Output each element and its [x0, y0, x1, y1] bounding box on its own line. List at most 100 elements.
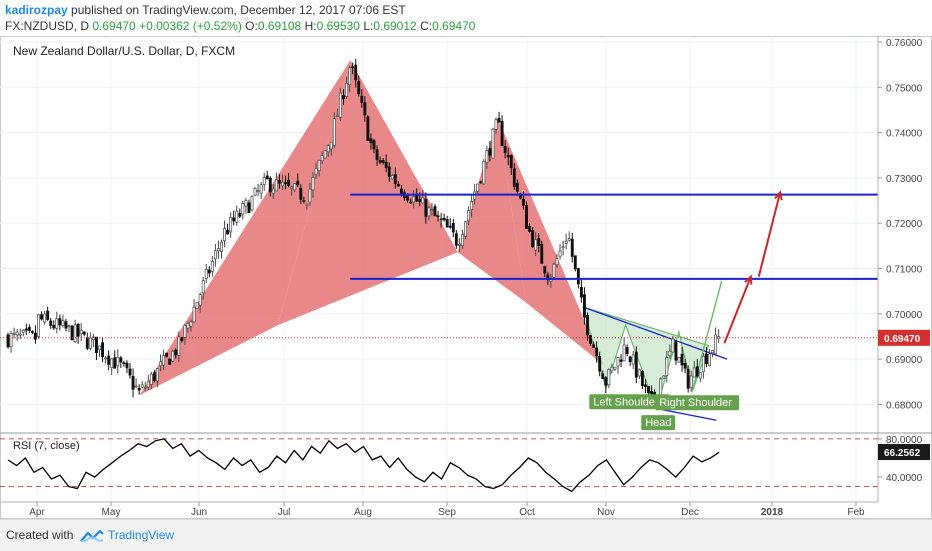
candle-body [360, 95, 364, 103]
bat-triangle-bcd [457, 118, 526, 303]
candle-body [30, 331, 34, 333]
tradingview-brand[interactable]: TradingView [108, 528, 175, 542]
price-tick-label: 0.75000 [886, 83, 923, 94]
rsi-title: RSI (7, close) [13, 440, 80, 452]
rsi-pane [7, 438, 720, 493]
time-axis[interactable]: Apr May Jun Jul Aug Sep Oct Nov Dec 2018 Feb [29, 502, 865, 518]
candle-body [101, 342, 104, 358]
candle-body [372, 140, 376, 150]
candle-body [512, 168, 516, 187]
price-chart[interactable]: Left Shoulder Head Right Shoulder New Zeal… [0, 36, 932, 519]
candle-body [241, 203, 245, 215]
bat-triangle-ab [278, 60, 458, 326]
candle-body [708, 353, 711, 366]
candle-body [55, 318, 59, 329]
open-label: O: [245, 19, 258, 33]
candle-body [622, 344, 626, 362]
candle-body [88, 337, 92, 349]
candle-body [250, 196, 254, 211]
candle-body [18, 333, 22, 336]
time-tick-label: Nov [597, 507, 615, 518]
candle-body [445, 219, 449, 228]
candle-body [515, 182, 519, 192]
last-price-marker[interactable] [878, 329, 930, 346]
candle-body [595, 347, 599, 357]
candle-body [406, 194, 410, 201]
candle-body [610, 366, 614, 372]
candle-body [647, 386, 650, 393]
candle-body [701, 355, 705, 373]
candle-body [616, 356, 620, 367]
time-tick-label: May [102, 507, 121, 518]
candle-body [113, 357, 117, 369]
high-label: H: [304, 19, 317, 33]
candle-body [448, 225, 452, 228]
candle-body [104, 357, 108, 360]
time-tick-label: Jul [278, 507, 291, 518]
candle-body [390, 175, 394, 180]
candle-body [439, 218, 443, 221]
candle-body [598, 355, 602, 372]
low-label: L: [363, 19, 374, 33]
open-value: 0.69108 [257, 19, 302, 33]
candle-body [43, 313, 47, 323]
candle-body [488, 148, 492, 156]
candle-body [479, 181, 483, 184]
username[interactable]: kadirozpay [5, 3, 68, 17]
candle-body [345, 82, 349, 97]
rsi-axis[interactable]: 80.0000 40.0000 66.2562 [878, 435, 930, 484]
ohlc-line: FX:NZDUSD, D 0.69470 +0.00362 (+0.52%) O… [5, 19, 475, 33]
candle-body [213, 250, 217, 260]
candle-body [198, 294, 202, 306]
rsi-line [7, 438, 720, 493]
candle-body [223, 228, 226, 242]
candle-body [464, 221, 467, 237]
candle-body [564, 240, 568, 244]
candle-body [180, 337, 184, 341]
candle-body [140, 384, 144, 388]
candle-body [677, 356, 681, 363]
candle-body [12, 332, 16, 335]
candle-body [61, 320, 65, 326]
candle-body [305, 203, 309, 206]
candle-body [384, 161, 388, 169]
candle-body [558, 250, 562, 257]
time-tick-label: Jun [191, 507, 207, 518]
candle-body [308, 188, 312, 203]
rsi-value-marker[interactable] [878, 444, 930, 461]
candle-body [9, 333, 13, 347]
price-tick-label: 0.73000 [886, 174, 923, 185]
price-tick-label: 0.69000 [886, 355, 923, 366]
candle-body [299, 187, 303, 200]
candle-body [555, 258, 559, 266]
symbol-label: FX:NZDUSD, D [5, 19, 89, 33]
candle-body [24, 328, 28, 331]
candle-body [500, 121, 504, 146]
candle-body [256, 190, 260, 192]
candle-body [686, 368, 690, 389]
time-tick-label: 2018 [761, 507, 784, 518]
candle-body [680, 353, 684, 366]
resistance-levels[interactable] [0, 193, 878, 339]
candle-body [348, 67, 352, 86]
created-with-text: Created with [6, 528, 74, 542]
price-axis[interactable]: 0.76000 0.75000 0.74000 0.73000 0.72000 0.710… [878, 38, 930, 411]
candle-body [485, 150, 489, 164]
candle-body [302, 200, 306, 202]
tradingview-logo-icon[interactable] [80, 529, 104, 543]
candle-body [278, 180, 281, 184]
candle-body [91, 336, 95, 341]
candle-body [238, 212, 242, 217]
candle-body [570, 238, 574, 257]
candle-body [369, 138, 373, 144]
candle-body [561, 246, 565, 249]
candle-body [122, 362, 126, 365]
candle-body [247, 202, 251, 213]
price-tick-label: 0.74000 [886, 129, 923, 140]
candle-body [125, 362, 129, 369]
candle-body [220, 241, 223, 252]
candle-body [671, 338, 675, 353]
candle-body [52, 324, 56, 329]
candle-body [232, 217, 236, 222]
candles [6, 58, 721, 401]
